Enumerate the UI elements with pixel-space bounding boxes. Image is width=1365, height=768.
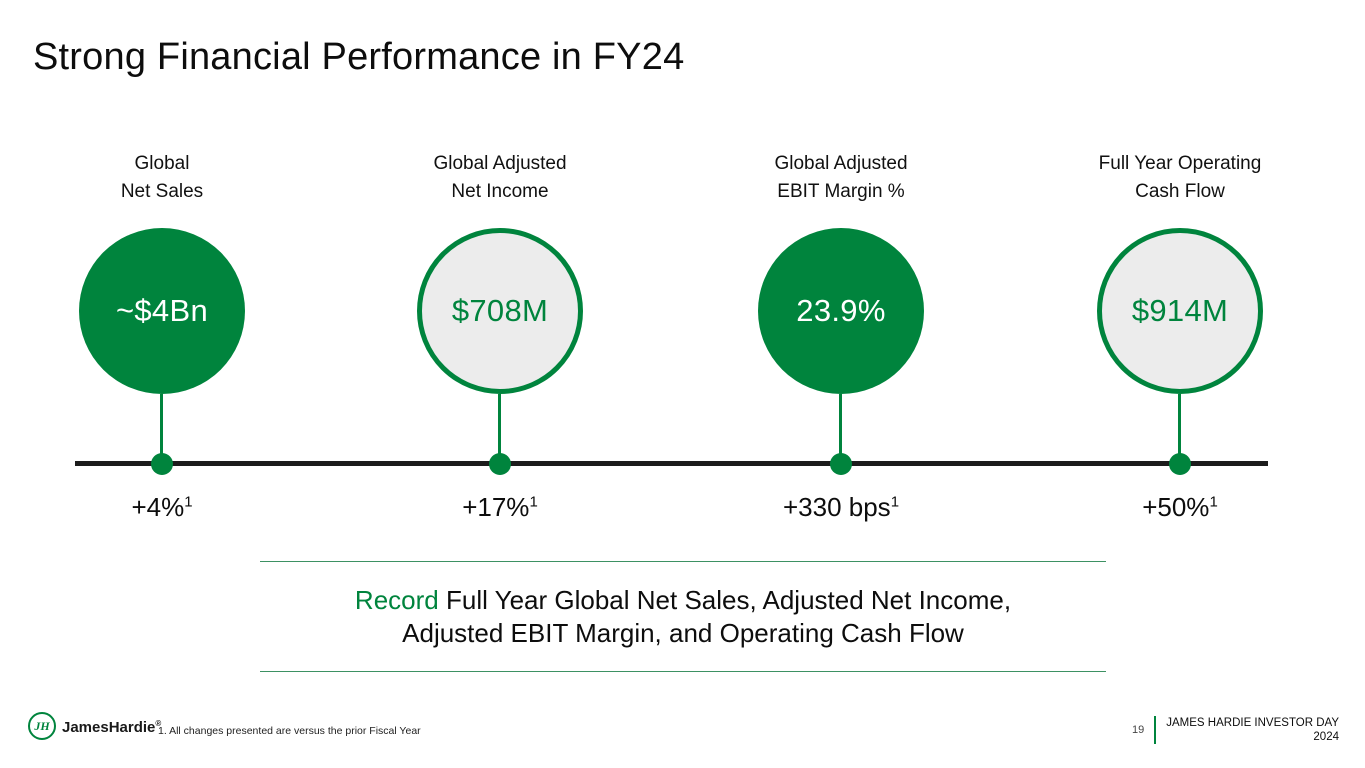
page-number: 19: [1132, 724, 1145, 736]
event-name: JAMES HARDIE INVESTOR DAY 2024: [1166, 716, 1339, 744]
metric-circle: ~$4Bn: [79, 228, 245, 394]
metric-change-value: +50%: [1142, 492, 1210, 522]
footnote-ref: 1: [529, 493, 538, 511]
metric-global-adjusted-ebit-margin: Global Adjusted EBIT Margin % 23.9% +330…: [711, 150, 971, 570]
event-line2: 2024: [1313, 731, 1339, 743]
metric-value: $708M: [451, 293, 549, 328]
metric-value: $914M: [1131, 293, 1229, 328]
event-line1: JAMES HARDIE INVESTOR DAY: [1166, 717, 1339, 729]
metric-circle: $914M: [1097, 228, 1263, 394]
metric-label: Global Net Sales: [32, 150, 292, 206]
metric-change: +50%1: [1050, 492, 1310, 523]
record-line2: Adjusted EBIT Margin, and Operating Cash…: [402, 618, 964, 648]
metric-value: ~$4Bn: [115, 293, 208, 328]
metric-label: Global Adjusted Net Income: [370, 150, 630, 206]
metric-change: +4%1: [32, 492, 292, 523]
record-highlight: Record: [354, 585, 439, 615]
metric-change-value: +17%: [462, 492, 530, 522]
timeline-line: [75, 461, 1268, 466]
footer-divider-bar: [1154, 716, 1157, 744]
slide-title: Strong Financial Performance in FY24: [33, 36, 685, 78]
metric-label-line2: EBIT Margin %: [777, 181, 905, 202]
metric-change: +330 bps1: [711, 492, 971, 523]
metric-label-line1: Global Adjusted: [433, 153, 567, 174]
brand-wordmark: JamesHardie®: [62, 719, 161, 736]
metric-change: +17%1: [370, 492, 630, 523]
jameshardie-logo-icon: JH: [28, 712, 56, 740]
timeline-dot: [151, 453, 173, 475]
footer-right: 19 JAMES HARDIE INVESTOR DAY 2024: [1132, 716, 1339, 744]
footnote-ref: 1: [1209, 493, 1218, 511]
timeline-dot: [1169, 453, 1191, 475]
metric-global-net-sales: Global Net Sales ~$4Bn +4%1: [32, 150, 292, 570]
metric-label-line1: Global Adjusted: [774, 153, 908, 174]
metric-label-line1: Full Year Operating: [1098, 153, 1262, 174]
metric-label-line1: Global: [134, 153, 190, 174]
metric-operating-cash-flow: Full Year Operating Cash Flow $914M +50%…: [1050, 150, 1310, 570]
registered-mark: ®: [155, 719, 162, 728]
timeline-dot: [830, 453, 852, 475]
metric-global-adjusted-net-income: Global Adjusted Net Income $708M +17%1: [370, 150, 630, 570]
metric-circle: $708M: [417, 228, 583, 394]
metric-circle: 23.9%: [758, 228, 924, 394]
footnote-text: 1. All changes presented are versus the …: [158, 725, 421, 737]
footnote-ref: 1: [184, 493, 193, 511]
record-statement: Record Full Year Global Net Sales, Adjus…: [260, 561, 1106, 672]
metric-change-value: +4%: [131, 492, 185, 522]
timeline-dot: [489, 453, 511, 475]
metric-label-line2: Net Sales: [120, 181, 204, 202]
metric-label: Full Year Operating Cash Flow: [1050, 150, 1310, 206]
metric-label-line2: Net Income: [451, 181, 549, 202]
connector-stem: [839, 394, 842, 464]
connector-stem: [498, 394, 501, 464]
brand-name: JamesHardie: [62, 719, 156, 736]
metric-value: 23.9%: [796, 293, 886, 328]
connector-stem: [160, 394, 163, 464]
footnote-ref: 1: [890, 493, 900, 511]
metric-label-line2: Cash Flow: [1135, 181, 1225, 202]
record-line1: Full Year Global Net Sales, Adjusted Net…: [438, 585, 1012, 615]
metric-label: Global Adjusted EBIT Margin %: [711, 150, 971, 206]
logo-monogram: JH: [34, 718, 50, 733]
metric-change-value: +330 bps: [782, 492, 891, 522]
connector-stem: [1178, 394, 1181, 464]
